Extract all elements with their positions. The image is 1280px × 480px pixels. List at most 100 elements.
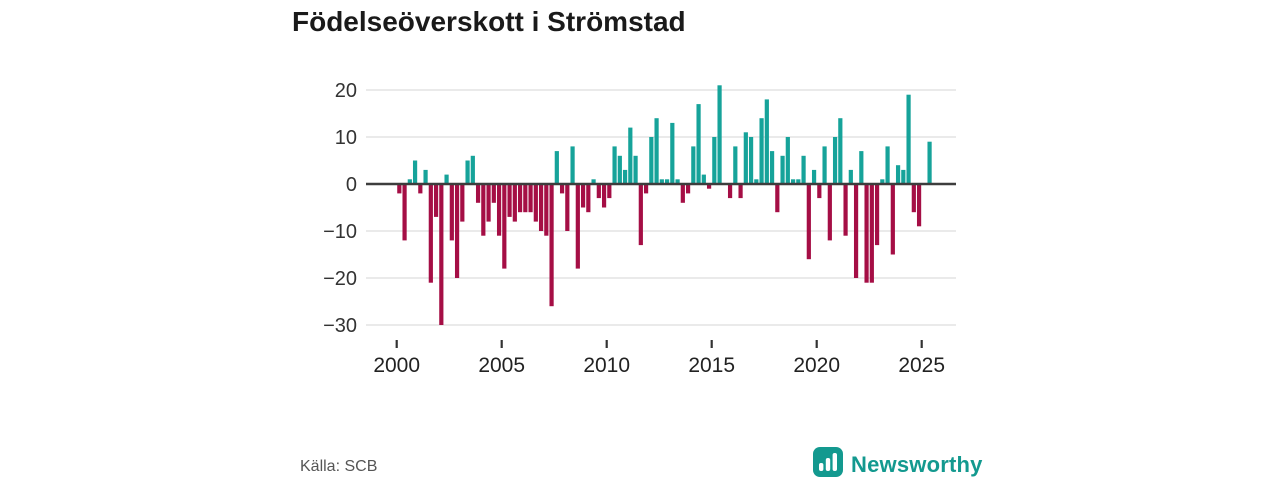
- bar-2009-Q2: [591, 179, 596, 184]
- bar-2002-Q1: [439, 184, 444, 325]
- birth-surplus-chart: 20 10 0 −10 −20 −30 2000 2005 2010 2015 2020 2025: [323, 80, 956, 377]
- bar-2015-Q2: [717, 85, 722, 184]
- bar-2004-Q4: [496, 184, 502, 236]
- bar-2014-Q3: [701, 174, 706, 184]
- bar-2010-Q3: [617, 155, 622, 184]
- bar-2011-Q3: [638, 184, 643, 246]
- bar-2018-Q3: [785, 137, 790, 184]
- bar-2001-Q3: [428, 184, 433, 283]
- bar-2003-Q4: [475, 184, 481, 203]
- bar-2007-Q2: [549, 184, 554, 307]
- bar-2008-Q1: [565, 184, 570, 231]
- bar-2020-Q2: [822, 146, 827, 184]
- bar-2005-Q4: [517, 184, 523, 213]
- bar-2009-Q1: [586, 184, 591, 213]
- x-tick-label-2000: 2000: [373, 354, 420, 377]
- bar-2007-Q4: [559, 184, 565, 194]
- y-tick-label-10: 10: [335, 127, 357, 149]
- bar-2023-Q4: [895, 165, 901, 184]
- bar-2010-Q2: [612, 146, 617, 184]
- bar-2005-Q1: [502, 184, 507, 269]
- bar-2015-Q4: [727, 184, 733, 199]
- bar-2016-Q2: [738, 184, 743, 199]
- bar-2013-Q3: [680, 184, 685, 203]
- bar-2006-Q1: [523, 184, 528, 213]
- x-tick-label-2005: 2005: [478, 354, 525, 377]
- bar-2024-Q4: [916, 184, 922, 227]
- bar-2019-Q2: [801, 155, 806, 184]
- bar-2014-Q4: [706, 184, 712, 189]
- bar-2025-Q2: [927, 141, 932, 184]
- bar-2004-Q3: [491, 184, 496, 203]
- bar-2014-Q2: [696, 104, 701, 184]
- bar-2009-Q3: [596, 184, 601, 199]
- newsworthy-wordmark: Newsworthy: [851, 451, 983, 477]
- newsworthy-brand[interactable]: Newsworthy: [813, 447, 983, 480]
- bar-2001-Q4: [433, 184, 439, 217]
- bar-2003-Q1: [460, 184, 465, 222]
- bar-2018-Q4: [790, 179, 796, 184]
- bar-2012-Q4: [664, 179, 670, 184]
- bar-2016-Q1: [733, 146, 738, 184]
- y-tick-label-20: 20: [335, 80, 357, 102]
- bar-2004-Q1: [481, 184, 486, 236]
- bar-2006-Q2: [528, 184, 533, 213]
- bar-2013-Q2: [675, 179, 680, 184]
- bar-2010-Q1: [607, 184, 612, 199]
- x-tick-label-2015: 2015: [688, 354, 735, 377]
- bar-2017-Q1: [754, 179, 759, 184]
- bar-2008-Q4: [580, 184, 586, 208]
- bar-2011-Q1: [628, 127, 633, 184]
- bar-2009-Q4: [601, 184, 607, 208]
- y-tick-label--30: −30: [323, 315, 357, 337]
- bar-2007-Q3: [554, 151, 559, 184]
- bar-2017-Q2: [759, 118, 764, 184]
- bar-2002-Q3: [449, 184, 454, 241]
- bar-2020-Q4: [832, 137, 838, 184]
- bar-2024-Q2: [906, 94, 911, 184]
- bar-2021-Q3: [848, 169, 853, 184]
- bar-2021-Q2: [843, 184, 848, 236]
- bar-2018-Q2: [780, 155, 785, 184]
- bar-2019-Q3: [806, 184, 811, 260]
- bar-2017-Q4: [769, 151, 775, 184]
- bar-2003-Q3: [470, 155, 475, 184]
- bar-2011-Q4: [643, 184, 649, 194]
- bar-2019-Q4: [811, 169, 817, 184]
- bar-2006-Q4: [538, 184, 544, 231]
- bar-2006-Q3: [533, 184, 538, 222]
- page-title: Födelseöverskott i Strömstad: [292, 6, 686, 37]
- bar-2004-Q2: [486, 184, 491, 222]
- x-tick-label-2010: 2010: [583, 354, 630, 377]
- x-tick-label-2020: 2020: [793, 354, 840, 377]
- bar-2015-Q1: [712, 137, 717, 184]
- bar-2008-Q3: [575, 184, 580, 269]
- bar-2013-Q4: [685, 184, 691, 194]
- bar-2019-Q1: [796, 179, 801, 184]
- bar-2001-Q1: [418, 184, 423, 194]
- bar-2011-Q2: [633, 155, 638, 184]
- bar-2005-Q3: [512, 184, 517, 222]
- y-tick-label-0: 0: [346, 174, 357, 196]
- bar-2000-Q3: [407, 179, 412, 184]
- bar-2012-Q3: [659, 179, 664, 184]
- bar-2013-Q1: [670, 122, 675, 184]
- source-label: Källa: SCB: [300, 458, 378, 475]
- bar-2000-Q1: [397, 184, 402, 194]
- bar-2021-Q1: [838, 118, 843, 184]
- bar-2005-Q2: [507, 184, 512, 217]
- y-tick-label--20: −20: [323, 268, 357, 290]
- bar-2022-Q4: [874, 184, 880, 246]
- newsworthy-logo-icon: [813, 447, 843, 480]
- bar-2023-Q3: [890, 184, 895, 255]
- bar-2001-Q2: [423, 169, 428, 184]
- bar-2022-Q2: [864, 184, 869, 283]
- bar-2012-Q2: [654, 118, 659, 184]
- bar-2020-Q1: [817, 184, 822, 199]
- bar-2023-Q1: [880, 179, 885, 184]
- bar-2012-Q1: [649, 137, 654, 184]
- bar-2016-Q4: [748, 137, 754, 184]
- bar-2023-Q2: [885, 146, 890, 184]
